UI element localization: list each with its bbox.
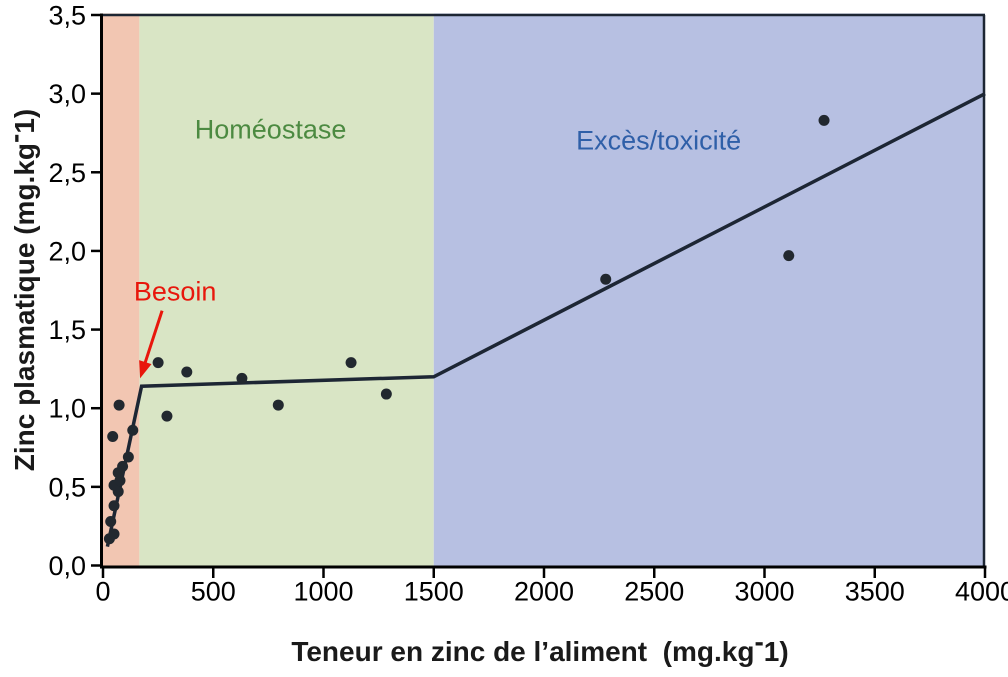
data-point	[345, 357, 357, 369]
y-tick-label: 2,5	[48, 158, 86, 188]
data-point	[272, 399, 284, 411]
data-point	[105, 515, 117, 527]
y-tick-label: 0,0	[48, 551, 86, 581]
x-axis-title: Teneur en zinc de l’aliment (mg.kg-1)	[291, 627, 789, 667]
data-point	[127, 424, 139, 436]
y-axis-title: Zinc plasmatique (mg.kg-1)	[0, 108, 40, 472]
y-tick-label: 1,5	[48, 315, 86, 345]
y-axis-title-suffix: 1)	[9, 108, 40, 134]
data-point	[783, 250, 795, 262]
data-point	[181, 366, 193, 378]
x-axis-title-suffix: 1)	[763, 636, 789, 667]
data-point	[107, 431, 119, 443]
x-tick-label: 1000	[293, 577, 353, 607]
zone-label-exces-toxicite: Excès/toxicité	[576, 125, 742, 156]
x-tick-label: 1500	[404, 577, 464, 607]
y-axis-title-superscript: -	[0, 133, 30, 143]
besoin-arrow-line	[143, 310, 164, 365]
y-axis-title-text: Zinc plasmatique (mg.kg	[9, 142, 40, 472]
x-axis-title-text: Teneur en zinc de l’aliment (mg.kg	[291, 636, 755, 667]
x-tick-label: 3000	[734, 577, 794, 607]
data-point	[152, 357, 164, 369]
x-axis-title-superscript: -	[754, 625, 764, 657]
zone-label-homeostase: Homéostase	[194, 114, 347, 145]
data-point	[122, 451, 134, 463]
data-point	[161, 410, 173, 422]
x-tick-label: 0	[95, 577, 110, 607]
data-point	[113, 399, 125, 411]
y-tick-label: 3,0	[48, 79, 86, 109]
y-tick-label: 0,5	[48, 472, 86, 502]
data-point	[117, 460, 129, 472]
x-tick-label: 3500	[845, 577, 905, 607]
data-point	[108, 528, 120, 540]
data-point	[600, 273, 612, 285]
besoin-arrow-head	[139, 360, 152, 379]
data-point	[236, 372, 248, 384]
data-point	[380, 388, 392, 400]
x-tick-label: 4000	[955, 577, 1008, 607]
data-point	[818, 114, 830, 126]
x-tick-label: 2500	[624, 577, 684, 607]
zone-exces-toxicite	[433, 13, 985, 567]
y-tick-label: 3,5	[48, 1, 86, 31]
zone-homeostase	[139, 13, 434, 567]
y-tick-label: 1,0	[48, 394, 86, 424]
x-tick-label: 2000	[514, 577, 574, 607]
y-tick-label: 2,0	[48, 236, 86, 266]
data-point	[108, 500, 120, 512]
besoin-annotation-label: Besoin	[133, 276, 217, 307]
x-tick-label: 500	[191, 577, 236, 607]
